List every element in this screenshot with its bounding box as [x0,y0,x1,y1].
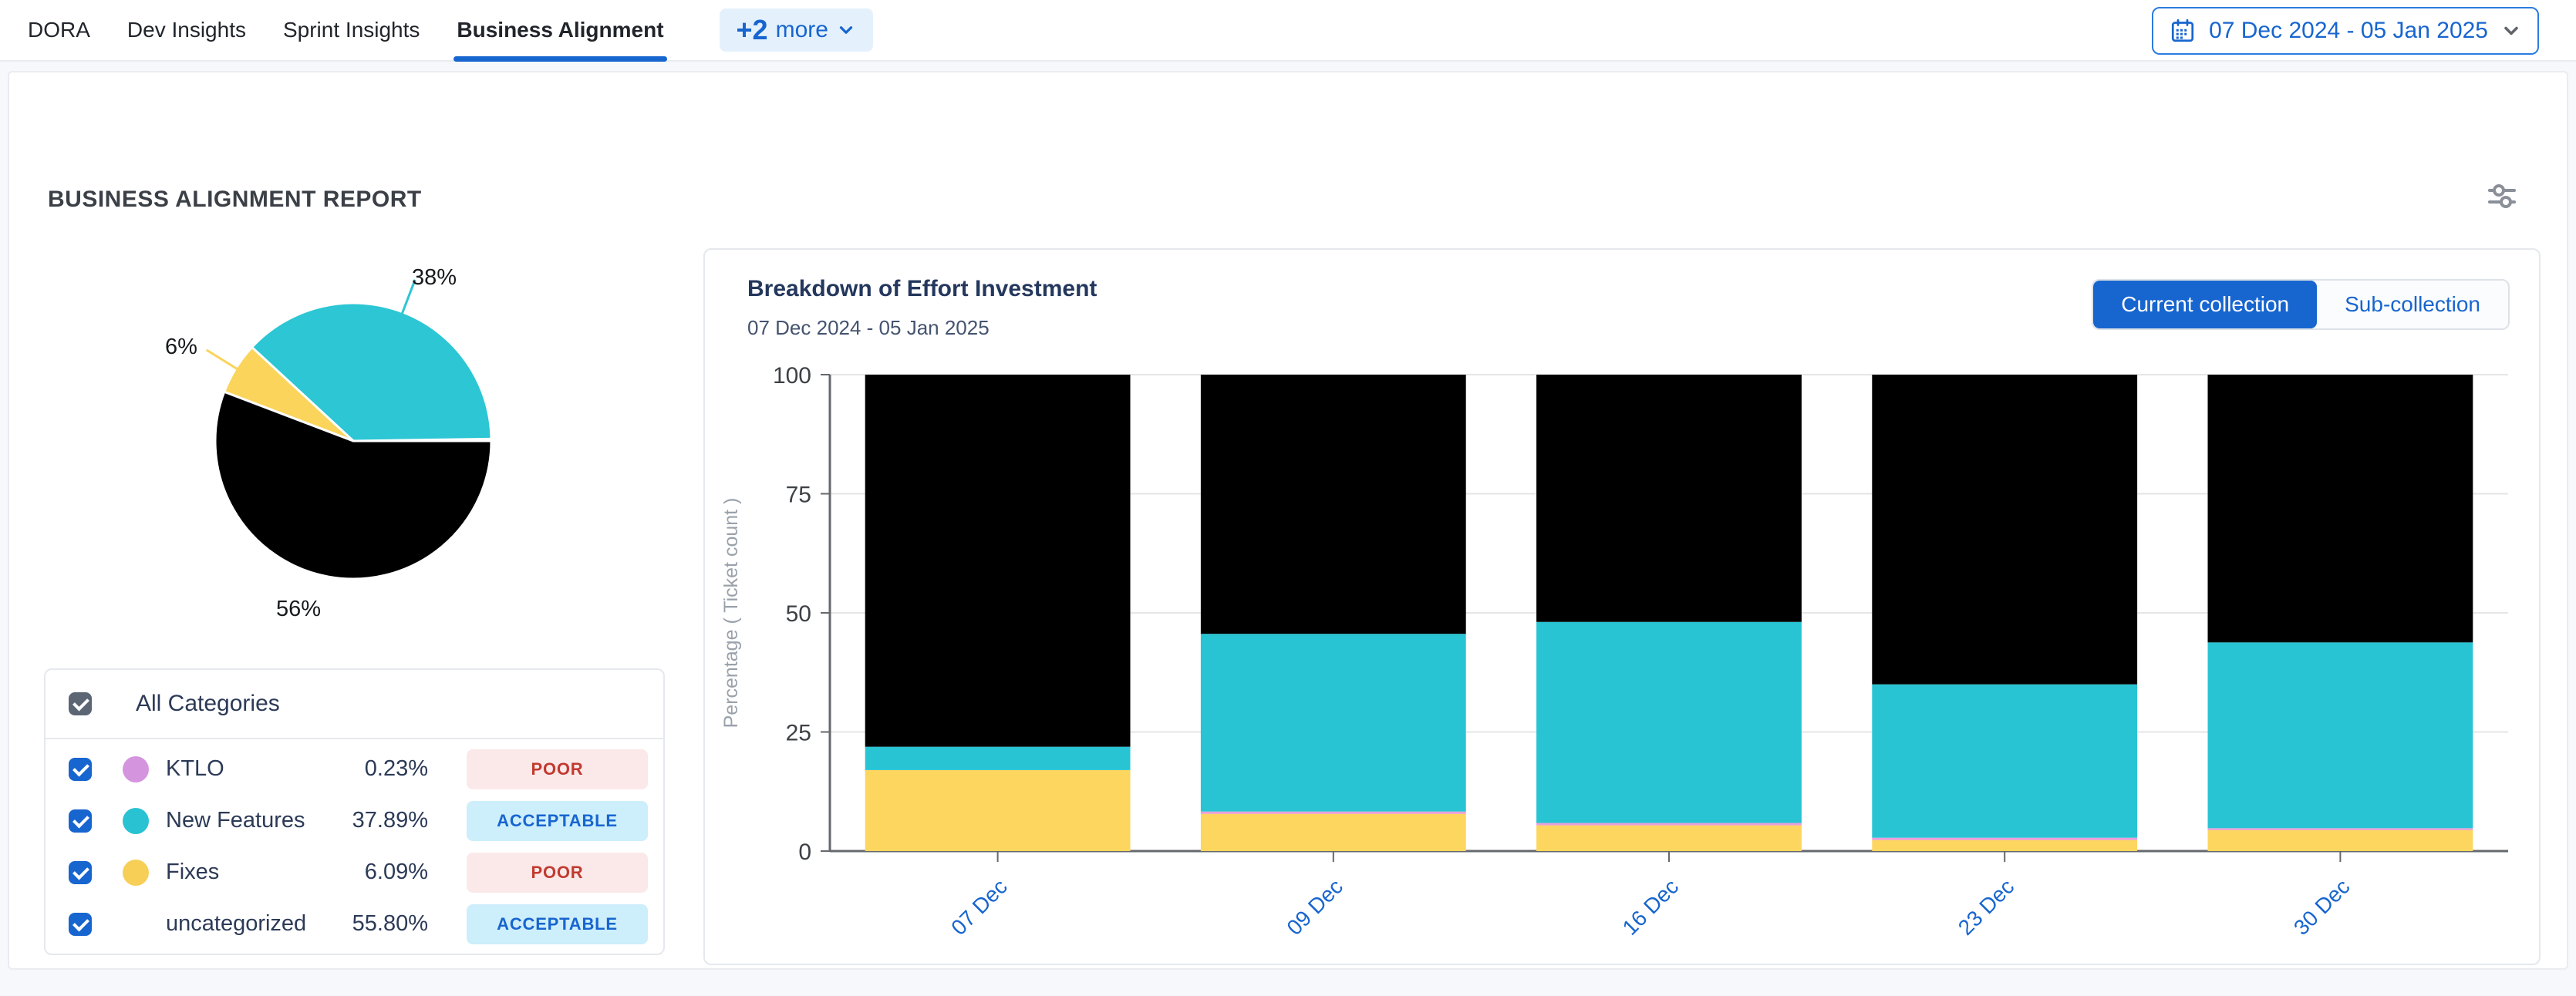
business-alignment-report-card: BUSINESS ALIGNMENT REPORT Calculate effo… [8,71,2568,970]
status-badge: POOR [467,852,648,893]
all-categories-checkbox[interactable] [69,692,92,715]
tab-dora[interactable]: DORA [28,18,90,42]
chevron-down-icon [839,26,853,34]
nav-tabs: DORA Dev Insights Sprint Insights Busine… [0,0,873,62]
sub-collection-button[interactable]: Sub-collection [2345,292,2480,316]
tab-business-alignment[interactable]: Business Alignment [453,0,667,62]
category-name: New Features [166,808,305,833]
chart-title: Breakdown of Effort Investment [747,276,1097,301]
chart-subtitle: 07 Dec 2024 - 05 Jan 2025 [747,316,990,339]
pie-chart[interactable] [48,233,665,665]
svg-text:0: 0 [798,840,811,865]
category-row-new-features[interactable]: New Features 37.89% ACCEPTABLE [46,799,663,843]
category-checkbox[interactable] [69,757,92,781]
status-badge: POOR [467,749,648,789]
date-range-text: 07 Dec 2024 - 05 Jan 2025 [2209,18,2488,43]
svg-text:07 Dec: 07 Dec [946,874,1012,940]
category-row-ktlo[interactable]: KTLO 0.23% POOR [46,747,663,791]
svg-text:100: 100 [773,363,811,389]
pie-label-fixes: 6% [165,335,197,359]
tab-dev-insights[interactable]: Dev Insights [126,18,246,42]
collection-toggle: Current collection Sub-collection [2092,279,2510,330]
category-color-dot [123,807,149,834]
svg-text:50: 50 [786,601,811,627]
effort-breakdown-card: Breakdown of Effort Investment 07 Dec 20… [703,248,2541,965]
category-value: 0.23% [364,756,428,781]
more-tabs-button[interactable]: +2 more [719,8,873,52]
svg-text:30 Dec: 30 Dec [2289,874,2355,940]
pie-label-uncategorized: 56% [276,597,322,621]
svg-text:23 Dec: 23 Dec [1954,874,2019,940]
status-badge: ACCEPTABLE [467,800,648,841]
chevron-down-icon [2504,26,2518,35]
category-color-dot [123,859,149,886]
calendar-icon [2171,19,2194,42]
category-row-uncategorized[interactable]: uncategorized 55.80% ACCEPTABLE [46,902,663,946]
bar-chart[interactable]: 0 25 50 75 100 07 Dec 09 Dec 16 Dec 23 Dec 30 Dec… [720,341,2533,957]
category-value: 37.89% [352,808,428,833]
svg-text:75: 75 [786,483,811,508]
category-checkbox[interactable] [69,809,92,833]
all-categories-row[interactable]: All Categories [46,670,663,738]
current-collection-button[interactable]: Current collection [2093,281,2318,328]
effort-pie-chart-area: 38% 6% 56% [48,233,665,665]
category-row-fixes[interactable]: Fixes 6.09% POOR [46,850,663,894]
date-range-picker[interactable]: 07 Dec 2024 - 05 Jan 2025 [2152,7,2539,55]
svg-text:09 Dec: 09 Dec [1282,874,1347,940]
svg-text:25: 25 [786,721,811,746]
filter-sliders-icon[interactable] [2483,180,2519,211]
category-checkbox[interactable] [69,860,92,884]
category-value: 55.80% [352,911,428,936]
category-checkbox[interactable] [69,912,92,936]
divider [46,738,663,739]
category-name: Fixes [166,860,220,884]
tab-sprint-insights[interactable]: Sprint Insights [282,18,420,42]
category-name: KTLO [166,756,224,781]
all-categories-label: All Categories [136,691,280,716]
categories-panel: All Categories KTLO 0.23% POOR New Featu… [44,668,665,955]
svg-text:Percentage ( Ticket count ): Percentage ( Ticket count ) [720,498,742,728]
pie-label-new-features: 38% [412,265,457,290]
more-tabs-label: more [775,17,828,42]
page-title: BUSINESS ALIGNMENT REPORT [48,187,422,212]
top-navigation-bar: DORA Dev Insights Sprint Insights Busine… [0,0,2576,62]
more-tabs-count: +2 [736,14,768,45]
category-value: 6.09% [364,860,428,884]
category-name: uncategorized [166,911,307,936]
status-badge: ACCEPTABLE [467,903,648,944]
svg-text:16 Dec: 16 Dec [1618,874,1684,940]
category-color-dot [123,755,149,782]
